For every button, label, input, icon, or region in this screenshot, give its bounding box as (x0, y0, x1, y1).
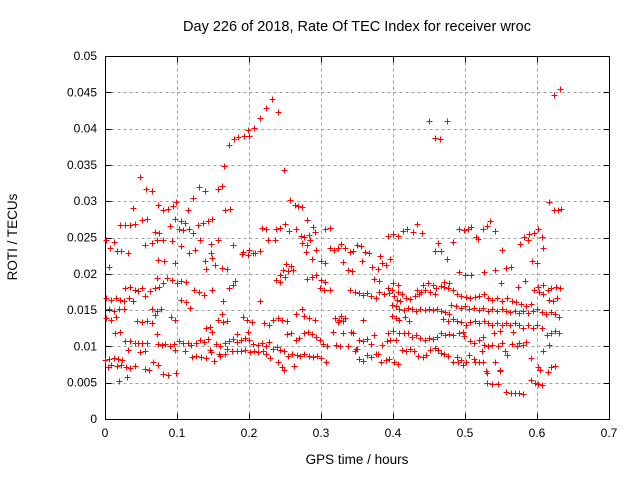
y-axis-label: ROTI / TECUs (5, 193, 20, 280)
y-tick-label: 0.025 (67, 231, 97, 245)
y-tick-label: 0.005 (67, 376, 97, 390)
y-tick-label: 0.04 (74, 122, 98, 136)
x-tick-label: 0.3 (313, 426, 330, 440)
y-tick-label: 0.035 (67, 158, 97, 172)
y-tick-label: 0.02 (74, 267, 98, 281)
y-tick-label: 0.045 (67, 85, 97, 99)
y-tick-label: 0.03 (74, 194, 98, 208)
x-tick-label: 0.4 (385, 426, 402, 440)
x-tick-label: 0.7 (601, 426, 618, 440)
x-tick-label: 0.5 (457, 426, 474, 440)
grid-path (105, 56, 610, 420)
y-tick-label: 0.01 (74, 339, 98, 353)
scatter-points (102, 86, 565, 398)
x-tick-labels: 0 0.1 0.2 0.3 0.4 0.5 0.6 0.7 (102, 426, 618, 440)
x-tick-label: 0.6 (529, 426, 546, 440)
y-tick-label: 0.015 (67, 303, 97, 317)
grid-lines (105, 56, 610, 420)
chart-title: Day 226 of 2018, Rate Of TEC Index for r… (183, 19, 531, 35)
x-tick-label: 0.2 (241, 426, 258, 440)
x-axis-label: GPS time / hours (306, 452, 409, 467)
axis-ticks (105, 56, 610, 420)
tick-marks (105, 56, 610, 420)
y-tick-label: 0 (90, 412, 97, 426)
x-tick-label: 0 (102, 426, 109, 440)
x-tick-label: 0.1 (169, 426, 186, 440)
y-tick-labels: 0 0.005 0.01 0.015 0.02 0.025 0.03 0.035 0.04 0.0… (67, 49, 97, 426)
y-tick-label: 0.05 (74, 49, 98, 63)
